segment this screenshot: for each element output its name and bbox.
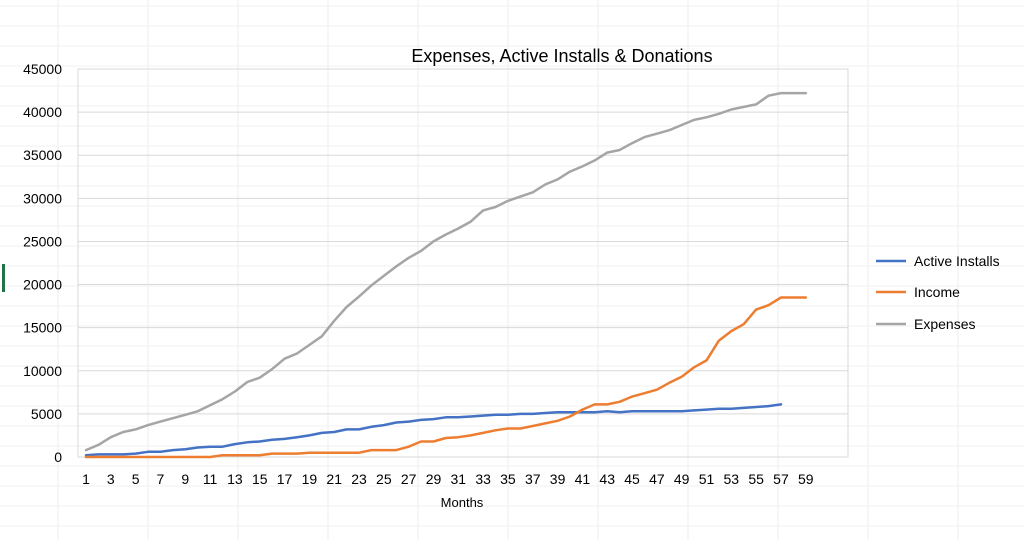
y-tick-label: 5000 [31,406,62,422]
x-tick-label: 41 [575,471,591,487]
x-tick-label: 7 [157,471,165,487]
x-tick-label: 27 [401,471,417,487]
x-tick-label: 35 [500,471,516,487]
x-tick-label: 43 [599,471,615,487]
x-tick-label: 45 [624,471,640,487]
x-tick-label: 31 [451,471,467,487]
x-tick-label: 57 [773,471,789,487]
x-tick-label: 37 [525,471,541,487]
x-tick-label: 13 [227,471,243,487]
x-tick-label: 49 [674,471,690,487]
x-tick-label: 25 [376,471,392,487]
x-tick-label: 1 [82,471,90,487]
x-tick-label: 11 [203,471,218,487]
y-tick-label: 10000 [23,363,62,379]
series-line-active-installs[interactable] [84,403,783,457]
x-tick-label: 5 [132,471,140,487]
chart-title: Expenses, Active Installs & Donations [411,46,712,66]
legend-label: Income [914,284,960,300]
gridlines [78,111,848,415]
x-tick-label: 59 [798,471,814,487]
y-tick-label: 25000 [23,233,62,249]
x-tick-label: 55 [748,471,764,487]
x-axis-tick-labels: 1 3 5 7 9 11 13 15 17 19 21 23 25 27 29 31 33 35 37 39 41 43 4… [82,471,814,487]
x-tick-label: 21 [326,471,342,487]
x-tick-label: 51 [699,471,715,487]
x-tick-label: 29 [426,471,442,487]
x-tick-label: 3 [107,471,115,487]
y-tick-label: 40000 [23,104,62,120]
selection-marker [2,264,5,292]
legend: Active Installs Income Expenses [876,253,1000,332]
series-line-expenses[interactable] [84,91,808,452]
y-tick-label: 45000 [23,61,62,77]
x-tick-label: 15 [252,471,268,487]
x-tick-label: 23 [351,471,367,487]
y-tick-label: 20000 [23,277,62,293]
x-tick-label: 17 [277,471,293,487]
y-tick-label: 0 [54,449,62,465]
series-lines [84,91,808,459]
x-tick-label: 47 [649,471,665,487]
y-tick-label: 35000 [23,147,62,163]
x-tick-label: 9 [181,471,189,487]
x-tick-label: 33 [475,471,491,487]
plot-area-border [77,68,849,458]
x-tick-label: 53 [724,471,740,487]
y-axis-tick-labels: 0 5000 10000 15000 20000 25000 30000 35000 40000… [23,61,62,465]
legend-label: Expenses [914,316,975,332]
x-axis-title: Months [441,495,484,510]
legend-label: Active Installs [914,253,1000,269]
y-tick-label: 15000 [23,320,62,336]
x-tick-label: 19 [302,471,318,487]
series-line-income[interactable] [84,296,808,459]
x-tick-label: 39 [550,471,566,487]
y-tick-label: 30000 [23,190,62,206]
